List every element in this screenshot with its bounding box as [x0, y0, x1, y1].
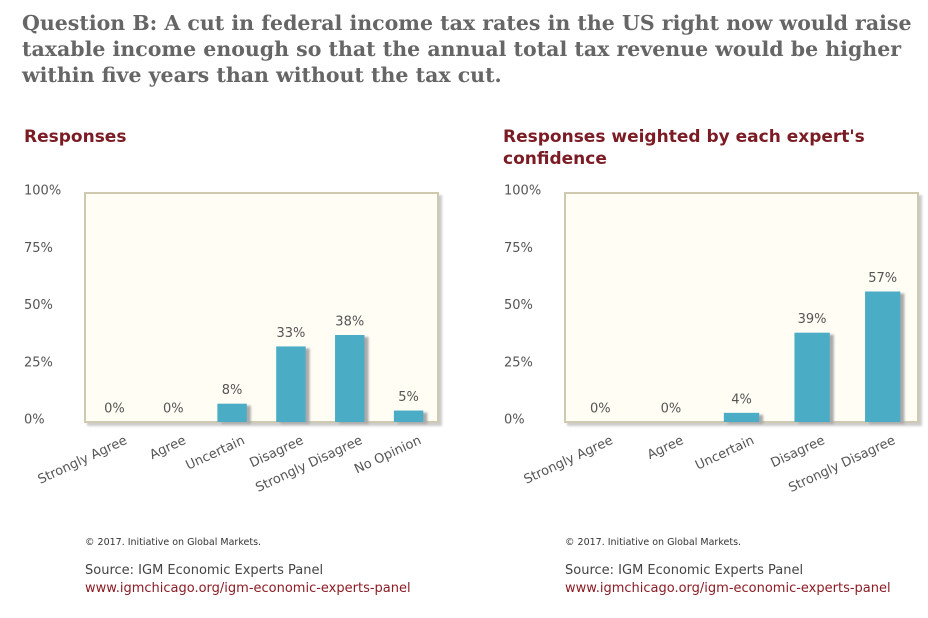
source: Source: IGM Economic Experts Panel	[565, 563, 804, 578]
x-tick-label: Disagree	[769, 433, 828, 471]
footer: © 2017. Initiative on Global Markets. So…	[85, 537, 435, 598]
y-tick-label: 0%	[504, 413, 525, 428]
question: Question B: A cut in federal income tax …	[22, 11, 912, 87]
x-tick-label: No Opinion	[352, 433, 424, 477]
value-label: 57%	[868, 271, 897, 286]
x-tick-label: Uncertain	[184, 433, 248, 473]
footer: © 2017. Initiative on Global Markets. So…	[565, 537, 915, 598]
source: Source: IGM Economic Experts Panel	[85, 563, 324, 578]
source-url: www.igmchicago.org/igm-economic-experts-…	[565, 581, 891, 596]
chart-title: Responses	[24, 127, 127, 147]
y-tick-label: 100%	[504, 184, 541, 199]
value-label: 0%	[163, 402, 184, 417]
bar	[794, 332, 830, 422]
y-tick-label: 0%	[24, 413, 45, 428]
x-tick-label: Agree	[147, 433, 188, 463]
value-label: 38%	[335, 314, 364, 329]
value-label: 4%	[731, 392, 752, 407]
y-tick-label: 50%	[504, 298, 533, 313]
y-tick-label: 25%	[504, 355, 533, 370]
y-tick-label: 75%	[24, 241, 53, 256]
y-tick-label: 25%	[24, 355, 53, 370]
bar	[865, 291, 901, 422]
source-url: www.igmchicago.org/igm-economic-experts-…	[85, 581, 411, 596]
y-tick-label: 75%	[504, 241, 533, 256]
value-label: 0%	[104, 402, 125, 417]
bar	[393, 410, 424, 422]
x-tick-label: Strongly Agree	[36, 433, 130, 487]
plot-area	[84, 192, 439, 423]
chart: 0% 25% 50% 75% 100% 0% Strongly Agree 0% Agree 4%…	[504, 184, 919, 496]
bar	[276, 346, 306, 422]
value-label: 5%	[398, 390, 419, 405]
chart: 0% 25% 50% 75% 100% 0% Strongly Agree 0% Agree 8%…	[24, 184, 439, 496]
value-label: 0%	[661, 402, 682, 417]
value-label: 33%	[276, 326, 305, 341]
value-label: 39%	[798, 312, 827, 327]
value-label: 0%	[590, 402, 611, 417]
y-tick-label: 50%	[24, 298, 53, 313]
copyright: © 2017. Initiative on Global Markets.	[565, 537, 742, 548]
x-tick-label: Agree	[645, 433, 686, 463]
x-tick-label: Uncertain	[693, 433, 757, 473]
bar	[217, 403, 247, 422]
chart-title: Responses weighted by each expert's conf…	[503, 127, 865, 169]
bar	[335, 334, 365, 422]
bar	[723, 412, 760, 422]
plot-area	[564, 192, 919, 423]
x-tick-label: Strongly Disagree	[253, 433, 364, 496]
copyright: © 2017. Initiative on Global Markets.	[85, 537, 262, 548]
y-tick-label: 100%	[24, 184, 61, 199]
value-label: 8%	[222, 383, 243, 398]
x-tick-label: Strongly Agree	[522, 433, 616, 487]
